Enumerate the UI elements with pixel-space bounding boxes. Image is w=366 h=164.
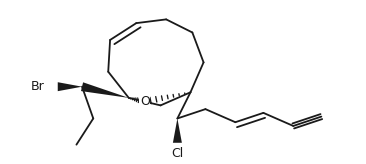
Text: O: O <box>140 95 150 108</box>
Text: Cl: Cl <box>171 147 183 160</box>
Polygon shape <box>173 118 182 143</box>
Polygon shape <box>58 82 82 91</box>
Text: Br: Br <box>31 80 45 93</box>
Polygon shape <box>81 82 129 98</box>
